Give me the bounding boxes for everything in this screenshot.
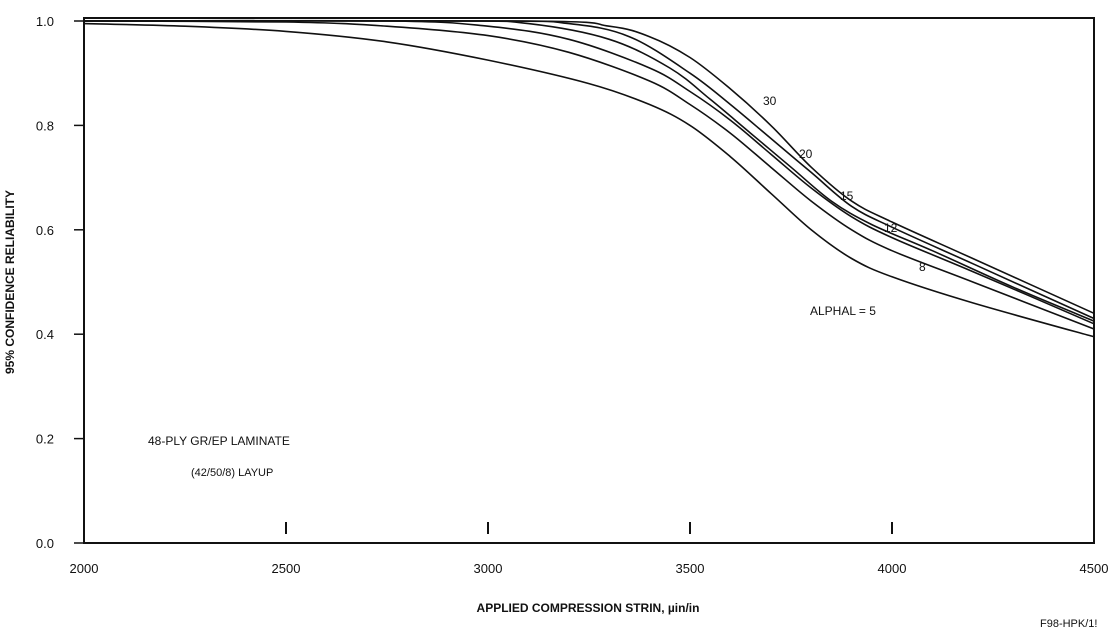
layup-annotation: (42/50/8) LAYUP [191,467,273,479]
series-lines [83,19,1095,338]
series-line-2 [83,20,1095,330]
laminate-annotation: 48-PLY GR/EP LAMINATE [148,434,290,448]
figure-id-label: F98-HPK/1! [1040,618,1097,630]
y-tick-label: 0.6 [36,223,54,238]
x-tick-label: 2500 [272,561,301,576]
y-axis-ticks: 0.0 0.2 0.4 0.6 0.8 1.0 [36,14,84,551]
x-axis-label: APPLIED COMPRESSION STRIN, µin/in [477,601,700,615]
curve-label-30: 30 [763,94,777,108]
y-tick-label: 0.8 [36,118,54,133]
x-tick-label: 2000 [70,561,99,576]
x-tick-label: 3500 [676,561,705,576]
y-tick-label: 0.0 [36,536,54,551]
y-axis-label: 95% CONFIDENCE RELIABILITY [3,190,17,374]
series-line-3 [83,19,1095,325]
series-line-5 [83,20,1095,320]
series-line-6 [83,19,1095,315]
curve-label-15: 15 [840,189,854,203]
series-line-1 [83,22,1095,338]
y-tick-label: 0.2 [36,432,54,447]
series-line-4 [83,20,1095,322]
y-tick-label: 1.0 [36,14,54,29]
plot-frame [83,17,1095,544]
curve-label-12: 12 [884,221,898,235]
x-tick-label: 3000 [474,561,503,576]
x-axis-ticks: 2000 2500 3000 3500 4000 4500 [70,522,1109,576]
curve-label-8: 8 [919,260,926,274]
curve-label-alphal-5: ALPHAL = 5 [810,304,876,318]
curve-label-20: 20 [799,147,813,161]
x-tick-label: 4000 [878,561,907,576]
y-tick-label: 0.4 [36,327,54,342]
x-tick-label: 4500 [1080,561,1109,576]
